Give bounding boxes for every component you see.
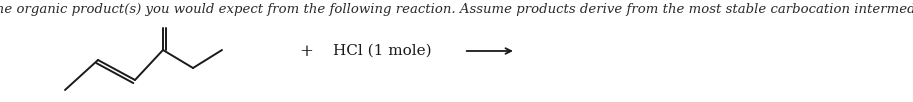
Text: HCl (1 mole): HCl (1 mole): [333, 44, 432, 58]
Text: Draw the organic product(s) you would expect from the following reaction. Assume: Draw the organic product(s) you would ex…: [0, 3, 913, 16]
Text: +: +: [299, 43, 313, 59]
